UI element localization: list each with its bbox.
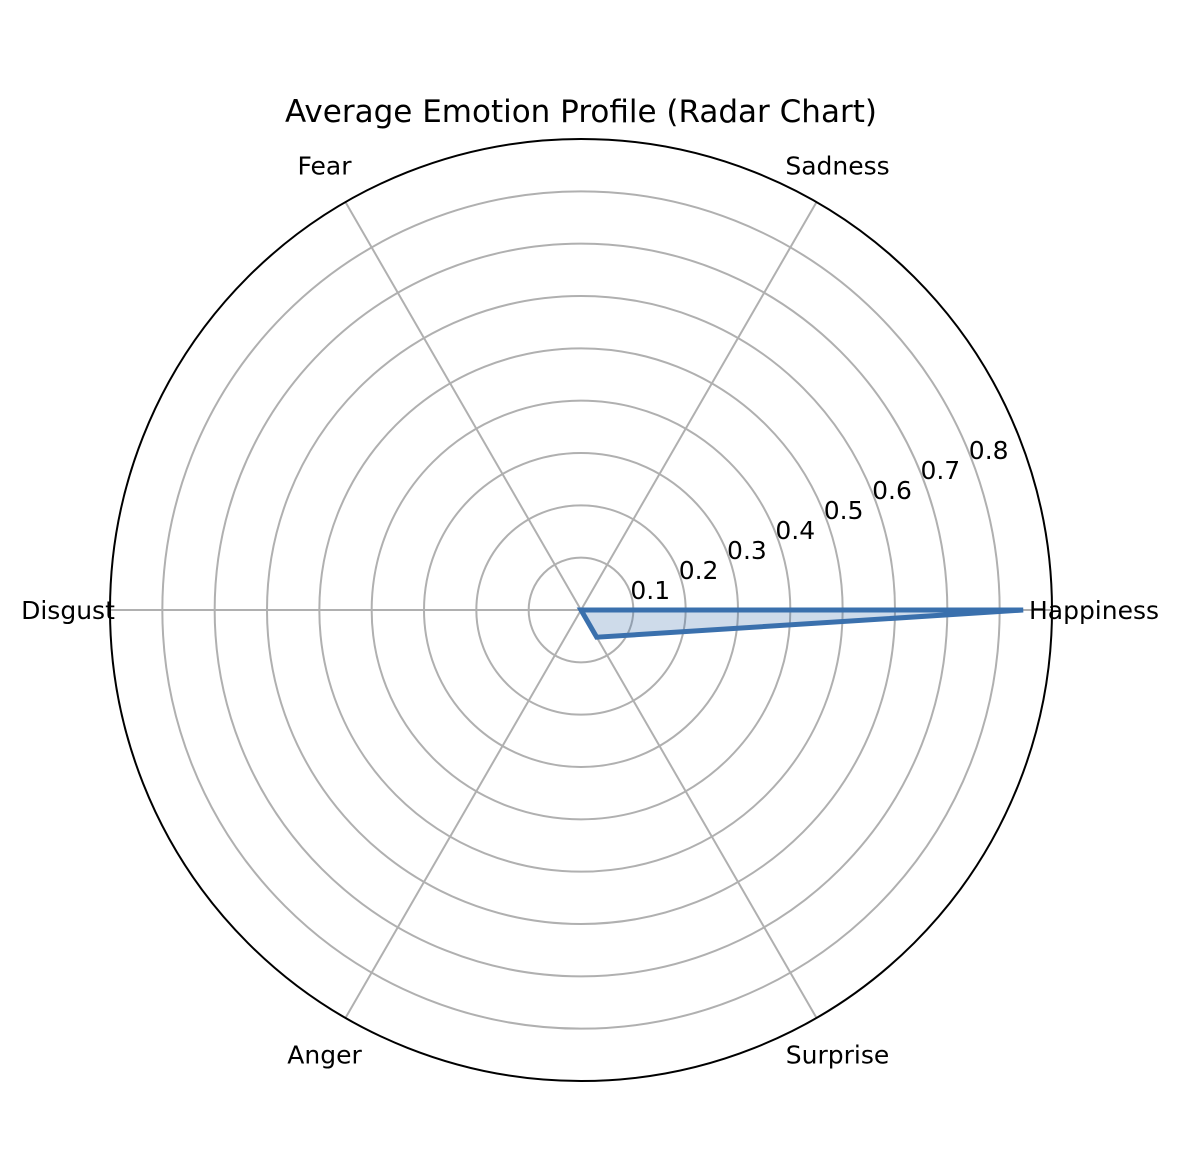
r-tick-label: 0.3: [727, 536, 767, 565]
category-label-fear: Fear: [298, 152, 353, 181]
category-label-anger: Anger: [287, 1040, 362, 1069]
spoke-line: [580, 201, 818, 611]
chart-title: Average Emotion Profile (Radar Chart): [285, 94, 877, 130]
spoke-line: [344, 609, 582, 1019]
r-tick-label: 0.4: [775, 516, 815, 545]
r-tick-label: 0.7: [920, 456, 960, 485]
series-outline: [576, 607, 1024, 640]
category-label-disgust: Disgust: [21, 596, 115, 625]
radar-labels: Happiness Sadness Fear Disgust Anger Surprise…: [21, 152, 1159, 1070]
spoke-line: [344, 201, 582, 611]
category-label-surprise: Surprise: [786, 1040, 890, 1069]
category-label-happiness: Happiness: [1029, 596, 1159, 625]
r-tick-label: 0.8: [969, 436, 1009, 465]
r-tick-label: 0.2: [679, 556, 719, 585]
r-tick-label: 0.5: [824, 496, 864, 525]
r-tick-label: 0.6: [872, 476, 912, 505]
radar-series: [576, 607, 1024, 640]
radar-outer-frame: [109, 138, 1053, 1082]
spoke-line: [580, 609, 818, 1019]
category-label-sadness: Sadness: [785, 152, 889, 181]
r-tick-label: 0.1: [630, 576, 670, 605]
